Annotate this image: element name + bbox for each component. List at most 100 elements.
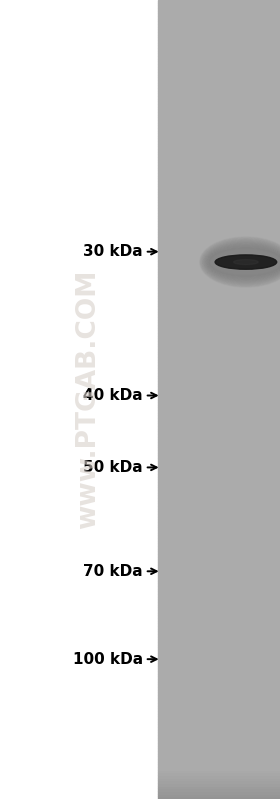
Bar [158,392,280,394]
Bar [158,18,280,22]
Bar [158,509,280,511]
Bar [158,384,280,386]
Bar [158,506,280,509]
Bar [158,543,280,546]
Bar [158,719,280,721]
Bar [158,264,280,266]
Bar [158,400,280,402]
Bar [158,669,280,671]
Bar [158,293,280,296]
Bar [158,589,280,591]
Bar [158,82,280,85]
Bar [158,514,280,517]
Bar [158,397,280,400]
Bar [158,631,280,634]
Bar [158,298,280,301]
Bar [158,729,280,733]
Bar [158,248,280,250]
Bar [158,130,280,133]
Ellipse shape [208,247,280,277]
Bar [158,757,280,759]
Bar [158,429,280,431]
Bar [158,773,280,775]
Bar [158,546,280,549]
Text: 50 kDa: 50 kDa [83,460,143,475]
Bar [158,54,280,56]
Bar [158,152,280,154]
Bar [158,578,280,581]
Bar [158,162,280,165]
Text: 100 kDa: 100 kDa [73,652,143,666]
Bar [158,114,280,117]
Bar [158,650,280,653]
Bar [158,320,280,322]
Bar [158,629,280,631]
Bar [158,42,280,46]
Bar [158,503,280,506]
Bar [158,189,280,192]
Bar [158,554,280,557]
Bar [158,485,280,487]
Bar [158,602,280,605]
Bar [158,80,280,82]
Bar [158,101,280,104]
Ellipse shape [234,260,258,264]
Bar [158,551,280,554]
Bar [158,40,280,42]
Bar [158,96,280,98]
Bar [158,232,280,234]
Bar [158,128,280,130]
Bar [158,714,280,717]
Bar [158,653,280,655]
Bar [158,349,280,352]
Ellipse shape [204,241,280,283]
Bar [158,450,280,453]
Bar [158,250,280,253]
Ellipse shape [207,246,280,278]
Bar [158,70,280,72]
Ellipse shape [205,243,280,281]
Bar [158,173,280,176]
Bar [158,186,280,189]
Bar [158,743,280,745]
Bar [158,394,280,397]
Bar [158,98,280,101]
Bar [158,789,280,791]
Bar [158,338,280,341]
Bar [158,74,280,78]
Bar [158,610,280,613]
Bar [158,354,280,357]
Bar [158,280,280,282]
Bar [158,120,280,122]
Bar [158,72,280,74]
Bar [158,205,280,208]
Ellipse shape [203,240,280,284]
Bar [158,745,280,749]
Bar [158,26,280,30]
Bar [158,674,280,677]
Bar [158,586,280,589]
Ellipse shape [215,255,277,269]
Bar [158,330,280,333]
Bar [158,437,280,439]
Ellipse shape [211,250,280,274]
Bar [158,48,280,50]
Ellipse shape [209,248,280,276]
Bar [158,775,280,777]
Bar [158,22,280,24]
Bar [158,613,280,615]
Bar [158,224,280,226]
Bar [158,405,280,407]
Bar [158,581,280,583]
Bar [158,285,280,288]
Bar [158,389,280,392]
Bar [158,362,280,365]
Bar [158,304,280,306]
Bar [158,344,280,346]
Bar [158,717,280,719]
Bar [158,666,280,669]
Bar [158,765,280,767]
Bar [158,453,280,455]
Bar [158,785,280,789]
Bar [158,605,280,607]
